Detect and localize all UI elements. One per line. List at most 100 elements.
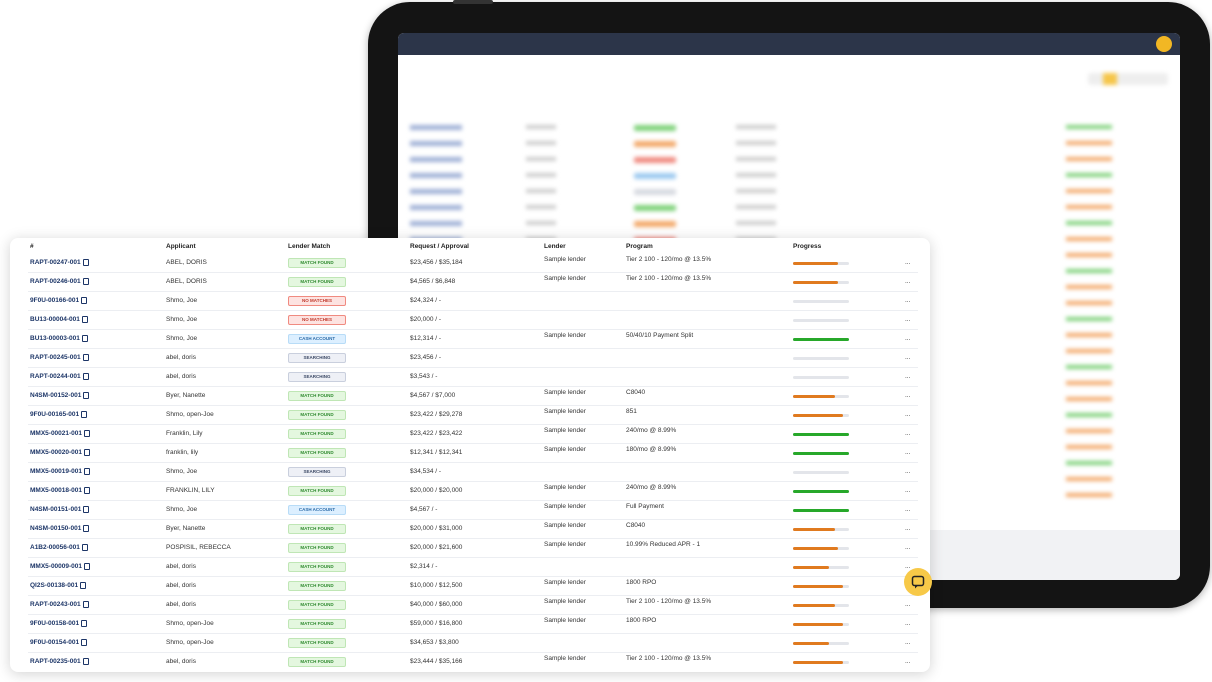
blur-progress [1066, 397, 1112, 401]
copy-icon[interactable] [80, 581, 87, 589]
row-divider [28, 614, 918, 615]
program: Tier 2 100 - 120/mo @ 13.5% [626, 275, 712, 282]
copy-icon[interactable] [82, 600, 89, 608]
copy-icon[interactable] [82, 372, 89, 380]
row-id[interactable]: 9F0U-00165-001 [30, 405, 88, 424]
row-actions[interactable]: ... [905, 449, 911, 456]
row-actions[interactable]: ... [905, 639, 911, 646]
copy-icon[interactable] [84, 429, 91, 437]
blur-progress [1066, 205, 1112, 209]
copy-icon[interactable] [84, 448, 91, 456]
match-badge: NO MATCHES [288, 296, 346, 306]
row-id[interactable]: RAPT-00245-001 [30, 348, 89, 367]
copy-icon[interactable] [84, 486, 91, 494]
row-id[interactable]: 9F0U-00166-001 [30, 291, 88, 310]
copy-icon[interactable] [82, 353, 89, 361]
applicant: Shmo, Joe [166, 506, 198, 513]
row-actions[interactable]: ... [905, 620, 911, 627]
blur-id [410, 157, 462, 162]
blur-badge [634, 173, 676, 179]
copy-icon[interactable] [84, 562, 91, 570]
row-id[interactable]: MMX5-00020-001 [30, 443, 91, 462]
request-approval: $20,000 / - [410, 316, 442, 323]
blur-amount [736, 141, 776, 145]
copy-icon[interactable] [82, 657, 89, 665]
row-id[interactable]: RAPT-00247-001 [30, 253, 89, 272]
row-id[interactable]: N4SM-00150-001 [30, 519, 90, 538]
progress-bar [793, 642, 830, 645]
row-id[interactable]: BU13-00003-001 [30, 329, 88, 348]
copy-icon[interactable] [81, 543, 88, 551]
row-id[interactable]: RAPT-00246-001 [30, 272, 89, 291]
copy-icon[interactable] [81, 296, 88, 304]
row-actions[interactable]: ... [905, 373, 911, 380]
row-actions[interactable]: ... [905, 658, 911, 665]
copy-icon[interactable] [81, 410, 88, 418]
row-divider [28, 348, 918, 349]
row-actions[interactable]: ... [905, 354, 911, 361]
program: 240/mo @ 8.99% [626, 427, 677, 434]
row-divider [28, 538, 918, 539]
applicant: ABEL, DORIS [166, 278, 207, 285]
copy-icon[interactable] [84, 467, 91, 475]
row-id[interactable]: RAPT-00243-001 [30, 595, 89, 614]
row-actions[interactable]: ... [905, 411, 911, 418]
row-actions[interactable]: ... [905, 544, 911, 551]
chat-button[interactable] [904, 568, 932, 596]
copy-icon[interactable] [81, 315, 88, 323]
row-actions[interactable]: ... [905, 563, 911, 570]
row-id[interactable]: N4SM-00151-001 [30, 500, 90, 519]
row-actions[interactable]: ... [905, 468, 911, 475]
copy-icon[interactable] [81, 638, 88, 646]
blur-progress [1066, 301, 1112, 305]
row-actions[interactable]: ... [905, 316, 911, 323]
request-approval: $20,000 / $21,600 [410, 544, 463, 551]
applicant: abel, doris [166, 658, 196, 665]
match-badge: MATCH FOUND [288, 562, 346, 572]
copy-icon[interactable] [82, 277, 89, 285]
copy-icon[interactable] [83, 505, 90, 513]
row-id[interactable]: RAPT-00244-001 [30, 367, 89, 386]
blur-id [410, 221, 462, 226]
row-id[interactable]: 9F0U-00158-001 [30, 614, 88, 633]
match-badge: MATCH FOUND [288, 657, 346, 667]
copy-icon[interactable] [83, 524, 90, 532]
copy-icon[interactable] [83, 391, 90, 399]
row-actions[interactable]: ... [905, 392, 911, 399]
row-actions[interactable]: ... [905, 297, 911, 304]
blur-progress [1066, 333, 1112, 337]
row-id[interactable]: MMX5-00009-001 [30, 557, 91, 576]
row-id[interactable]: RAPT-00235-001 [30, 652, 89, 671]
blur-progress [1066, 237, 1112, 241]
progress-bar [793, 395, 835, 398]
row-divider [28, 633, 918, 634]
match-badge: CASH ACCOUNT [288, 505, 346, 515]
row-actions[interactable]: ... [905, 335, 911, 342]
row-actions[interactable]: ... [905, 506, 911, 513]
avatar [1156, 36, 1172, 52]
row-id[interactable]: BU13-00004-001 [30, 310, 88, 329]
tablet-button [453, 0, 493, 4]
row-actions[interactable]: ... [905, 278, 911, 285]
match-badge: CASH ACCOUNT [288, 334, 346, 344]
program: 240/mo @ 8.99% [626, 484, 677, 491]
row-actions[interactable]: ... [905, 430, 911, 437]
row-id[interactable]: N4SM-00152-001 [30, 386, 90, 405]
row-id[interactable]: A1B2-00056-001 [30, 538, 88, 557]
row-actions[interactable]: ... [905, 601, 911, 608]
copy-icon[interactable] [81, 619, 88, 627]
copy-icon[interactable] [81, 334, 88, 342]
applicant: abel, doris [166, 582, 196, 589]
row-actions[interactable]: ... [905, 525, 911, 532]
match-badge: MATCH FOUND [288, 410, 346, 420]
row-actions[interactable]: ... [905, 259, 911, 266]
copy-icon[interactable] [82, 258, 89, 266]
row-id[interactable]: MMX5-00019-001 [30, 462, 91, 481]
request-approval: $34,534 / - [410, 468, 442, 475]
row-id[interactable]: 9F0U-00154-001 [30, 633, 88, 652]
row-id[interactable]: QI2S-00138-001 [30, 576, 87, 595]
row-actions[interactable]: ... [905, 487, 911, 494]
row-id[interactable]: MMX5-00021-001 [30, 424, 91, 443]
row-id[interactable]: MMX5-00018-001 [30, 481, 91, 500]
blur-progress [1066, 285, 1112, 289]
